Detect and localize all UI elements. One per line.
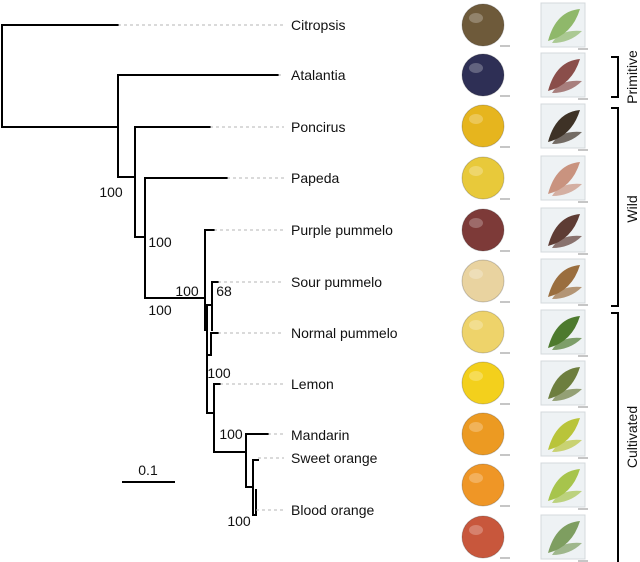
leaf-shape [552, 388, 582, 401]
leaf-shape [548, 162, 580, 194]
taxon-label: Atalantia [291, 67, 346, 83]
taxon-label: Lemon [291, 376, 334, 392]
leaf-shape [552, 439, 582, 452]
fruit-photos [461, 3, 510, 559]
branch-poncirus-node [134, 126, 211, 238]
fruit-highlight [469, 63, 483, 73]
fruit-photo [461, 515, 505, 559]
fruit-photo [461, 3, 505, 47]
branch-normal [210, 332, 219, 356]
leaf-shape [548, 59, 580, 91]
leaf-shape [552, 490, 582, 503]
leaf-shape [548, 265, 580, 297]
fruit-photo [461, 463, 505, 507]
leaf-shape [548, 316, 580, 348]
taxon-label: Normal pummelo [291, 325, 398, 341]
fruit-photo [461, 53, 505, 97]
taxon-label: Sour pummelo [291, 274, 382, 290]
support-value: 100 [148, 234, 172, 250]
fruit-photo [461, 104, 505, 148]
branch-orange-node [252, 459, 259, 516]
leaf-shape [552, 183, 582, 196]
branch-sour [211, 281, 219, 331]
fruit-photo [461, 361, 505, 405]
leaf-shape [552, 337, 582, 350]
taxon-label: Sweet orange [291, 450, 378, 466]
taxon-label: Poncirus [291, 119, 345, 135]
leaf-photos [540, 2, 588, 562]
support-value: 100 [175, 283, 199, 299]
support-value: 100 [148, 302, 172, 318]
leaf-shape [548, 469, 580, 501]
group-brackets [611, 56, 619, 562]
group-label-primitive: Primitive [624, 50, 640, 104]
branch-sour-normal-node [204, 304, 213, 356]
fruit-photo [461, 259, 505, 303]
fruit-highlight [469, 473, 483, 483]
leaf-shape [548, 521, 580, 553]
bracket-cultivated [611, 312, 619, 562]
branch-pummelo-node [204, 229, 215, 331]
fruit-photo [461, 156, 505, 200]
fruit-highlight [469, 371, 483, 381]
fruit-highlight [469, 269, 483, 279]
leaf-shape [552, 131, 582, 144]
support-value: 100 [99, 184, 123, 200]
taxon-label: Papeda [291, 170, 339, 186]
taxon-label: Mandarin [291, 427, 349, 443]
branch-mandarin-node [245, 433, 269, 488]
leaf-shape [548, 418, 580, 450]
group-label-wild: Wild [624, 195, 640, 222]
branch-atalantia-node [117, 74, 279, 178]
leaf-shape [552, 80, 582, 93]
leaf-shape [552, 30, 582, 43]
branch-root [1, 24, 119, 128]
leaf-shape [548, 367, 580, 399]
support-value: 100 [219, 426, 243, 442]
fruit-highlight [469, 320, 483, 330]
fruit-photo [461, 310, 505, 354]
taxon-label: Purple pummelo [291, 222, 393, 238]
fruit-highlight [469, 218, 483, 228]
taxon-label: Citropsis [291, 17, 345, 33]
fruit-photo [461, 208, 505, 252]
support-value: 68 [216, 283, 232, 299]
taxon-label: Blood orange [291, 502, 375, 518]
branch-lemon-node [206, 354, 247, 453]
group-label-cultivated: Cultivated [624, 406, 640, 468]
support-value: 100 [227, 513, 251, 529]
leaf-shape [548, 110, 580, 142]
support-values: 100 100 100 100 68 100 100 100 [99, 184, 251, 529]
leaf-shape [552, 286, 582, 299]
branch-papeda-node [144, 177, 228, 299]
leaf-shape [548, 214, 580, 246]
fruit-highlight [469, 166, 483, 176]
leaf-shape [548, 9, 580, 41]
fruit-highlight [469, 525, 483, 535]
bracket-primitive [611, 56, 619, 98]
scale-bar: 0.1 [122, 462, 175, 483]
fruit-highlight [469, 114, 483, 124]
taxon-labels: Citropsis Atalantia Poncirus Papeda Purp… [291, 17, 398, 518]
leaf-shape [552, 235, 582, 248]
scale-bar-label: 0.1 [138, 462, 158, 478]
leaf-shape [552, 542, 582, 555]
fruit-highlight [469, 422, 483, 432]
leader-lines [118, 24, 284, 511]
bracket-wild [611, 107, 619, 307]
fruit-photo [461, 412, 505, 456]
support-value: 100 [207, 365, 231, 381]
fruit-highlight [469, 13, 483, 23]
tree-branches [1, 24, 279, 516]
